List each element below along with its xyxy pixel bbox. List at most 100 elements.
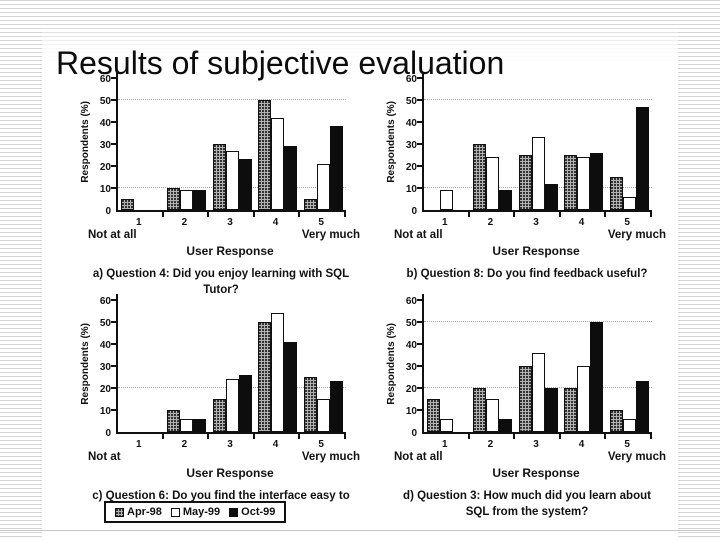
chart-b: Respondents (%) 0 10 20 30 40 50 60 1 2 3 4 5 Not at …: [384, 72, 674, 283]
y-tick-mark: [417, 387, 422, 389]
bar-oct-99-cat3: [544, 388, 558, 432]
bar-oct-99-cat5: [329, 381, 343, 432]
bar-oct-99-cat4: [284, 341, 298, 432]
bar-oct-99-cat2: [498, 190, 512, 210]
chart-a: Respondents (%) 0 10 20 30 40 50 60 1 2 3 4 5 Not at …: [78, 72, 368, 298]
bar-apr-98-cat4: [258, 100, 272, 210]
x-tick-mark: [650, 212, 652, 217]
x-tick-mark: [604, 212, 607, 217]
bar-may-99-cat1: [440, 418, 454, 432]
x-tick-label: 2: [181, 439, 188, 450]
legend-item-apr-98: Apr-98: [115, 506, 162, 518]
bar-oct-99-cat2: [498, 418, 512, 432]
x-tick-label: 5: [318, 439, 324, 450]
plot-area: [111, 294, 346, 439]
bar-apr-98-cat5: [303, 377, 317, 432]
x-tick-mark: [467, 434, 470, 439]
y-tick-mark: [417, 365, 422, 367]
legend-swatch-speckled-icon: [115, 507, 124, 517]
y-axis-title-wrap: Respondents (%): [78, 72, 92, 212]
background-stripes-left: [0, 0, 42, 540]
bar-may-99-cat5: [622, 196, 636, 210]
bar-may-99-cat5: [316, 399, 330, 432]
bar-apr-98-cat3: [518, 366, 532, 432]
bar-apr-98-cat3: [212, 144, 226, 210]
axis-anchors: Not at all Very much: [394, 451, 666, 466]
y-tick-label: 20: [405, 384, 417, 395]
y-tick-mark: [111, 387, 116, 389]
legend-label: Apr-98: [127, 506, 162, 518]
y-tick-labels: 0 10 20 30 40 50 60: [92, 294, 116, 439]
x-tick-mark: [650, 434, 652, 439]
legend-label: Oct-99: [241, 506, 276, 518]
chart-caption: d) Question 3: How much did you learn ab…: [403, 490, 651, 518]
chart-caption: a) Question 4: Did you enjoy learning wi…: [92, 268, 350, 296]
y-tick-label: 60: [99, 74, 111, 85]
bar-apr-98-cat1: [427, 399, 441, 432]
y-tick-mark: [417, 121, 422, 123]
axis-anchors: Not at all Very much: [88, 229, 360, 244]
y-tick-label: 60: [405, 296, 417, 307]
y-tick-labels: 0 10 20 30 40 50 60: [398, 72, 422, 217]
y-axis-title: Respondents (%): [79, 101, 91, 183]
x-tick-mark: [252, 212, 255, 217]
y-tick-label: 20: [405, 162, 417, 173]
x-tick-mark: [513, 434, 516, 439]
background-stripes-right: [678, 0, 720, 540]
y-tick-label: 0: [105, 206, 111, 217]
x-axis-title: User Response: [492, 244, 580, 258]
x-tick-mark: [298, 434, 301, 439]
x-tick-labels: 1 2 3 4 5: [116, 439, 344, 450]
bar-oct-99-cat3: [238, 159, 252, 210]
x-tick-mark: [161, 212, 164, 217]
x-axis-title: User Response: [186, 244, 274, 258]
plot-area: [111, 72, 346, 217]
legend: Apr-98 May-99 Oct-99: [104, 501, 287, 523]
bar-may-99-cat4: [271, 313, 285, 432]
chart-c: Respondents (%) 0 10 20 30 40 50 60 1 2 3 4 5 Not at V…: [78, 294, 368, 520]
x-tick-label: 5: [624, 217, 630, 228]
x-tick-label: 5: [624, 439, 630, 450]
bar-apr-98-cat3: [518, 155, 532, 210]
y-axis-title-wrap: Respondents (%): [384, 72, 398, 212]
x-tick-label: 5: [318, 217, 324, 228]
bar-apr-98-cat5: [609, 410, 623, 432]
bar-apr-98-cat2: [472, 388, 486, 432]
bar-may-99-cat2: [179, 418, 193, 432]
gridline-50: [424, 321, 652, 322]
bar-may-99-cat4: [577, 157, 591, 210]
y-tick-labels: 0 10 20 30 40 50 60: [92, 72, 116, 217]
axis-right-anchor: Very much: [607, 229, 666, 241]
x-tick-mark: [558, 434, 561, 439]
y-tick-mark: [111, 343, 116, 345]
slide-bottom-rule: [0, 530, 720, 531]
bar-may-99-cat5: [622, 418, 636, 432]
legend-item-may-99: May-99: [170, 506, 220, 518]
y-axis-title-wrap: Respondents (%): [78, 294, 92, 434]
chart-d: Respondents (%) 0 10 20 30 40 50 60 1 2 3 4 5 Not at …: [384, 294, 674, 520]
x-tick-mark: [344, 212, 346, 217]
x-tick-label: 3: [533, 439, 539, 450]
x-tick-labels: 1 2 3 4 5: [422, 439, 650, 450]
y-tick-label: 0: [411, 206, 417, 217]
plot-area: [417, 72, 652, 217]
bar-may-99-cat2: [179, 190, 193, 210]
x-tick-label: 4: [272, 217, 279, 228]
x-tick-label: 4: [272, 439, 279, 450]
legend-swatch-black-icon: [229, 507, 239, 517]
y-tick-label: 60: [99, 296, 111, 307]
x-tick-label: 1: [442, 217, 448, 228]
axis-anchors: Not at all Very much: [394, 229, 666, 244]
y-axis-title: Respondents (%): [385, 323, 397, 405]
y-tick-mark: [417, 321, 422, 323]
legend-swatch-white-icon: [170, 507, 180, 517]
y-tick-mark: [111, 143, 116, 145]
y-tick-mark: [417, 187, 422, 189]
bar-oct-99-cat2: [192, 418, 206, 432]
slide-title: Results of subjective evaluation: [56, 45, 505, 82]
bar-may-99-cat3: [531, 137, 545, 210]
x-tick-label: 1: [136, 439, 142, 450]
y-tick-mark: [417, 99, 422, 101]
axis-right-anchor: Very much: [301, 229, 360, 241]
bar-oct-99-cat4: [590, 322, 604, 432]
